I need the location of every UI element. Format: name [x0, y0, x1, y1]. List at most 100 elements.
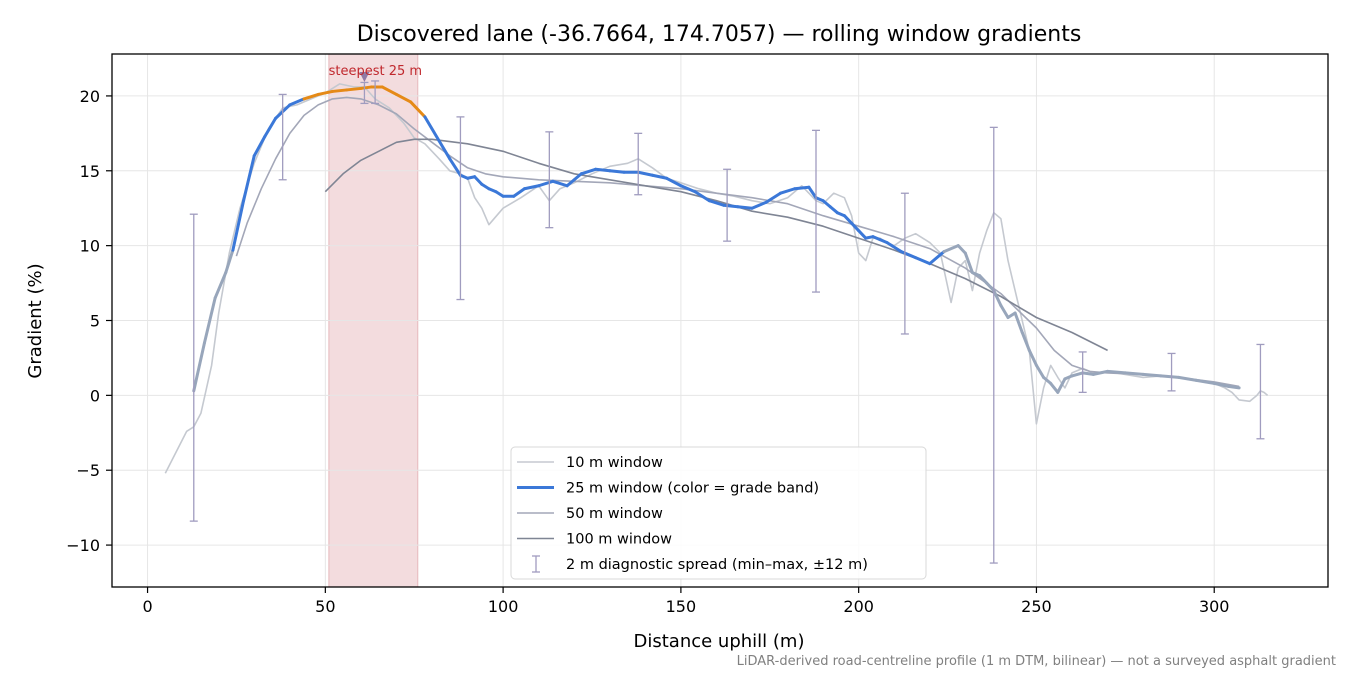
series-25m-segment: [778, 187, 797, 195]
series-10m-line: [164, 83, 1269, 474]
errorbar: [1167, 352, 1176, 392]
series-25m-segment: [288, 97, 306, 107]
series-25m-segment: [330, 88, 349, 93]
series-25m-segment: [985, 281, 996, 293]
series-25m-segment: [807, 185, 818, 200]
series-25m-segment: [1049, 381, 1060, 394]
series-25m-segment: [1212, 381, 1230, 388]
errorbar: [723, 168, 732, 242]
y-tick-label: 20: [80, 87, 100, 106]
series-25m-segment: [1123, 371, 1145, 376]
series-25m-segment: [565, 172, 583, 188]
legend-item: 10 m window: [517, 455, 663, 471]
series-25m-segment: [380, 85, 398, 96]
series-25m-segment: [857, 229, 868, 240]
series-25m-segment: [202, 296, 217, 345]
plot-area: steepest 25 m: [111, 53, 1329, 588]
series-100m-line: [324, 138, 1108, 352]
series-25m-segment: [978, 274, 989, 285]
errorbar: [1078, 351, 1087, 394]
series-25m-segment: [992, 289, 1003, 308]
series-25m-segment: [1081, 371, 1095, 376]
legend-item: 50 m window: [517, 506, 663, 522]
series-25m-segment: [437, 139, 452, 161]
y-tick-label: 0: [90, 386, 100, 405]
x-tick-label: 250: [1021, 597, 1052, 616]
series-50m-line: [235, 96, 1240, 388]
series-25m-segment: [914, 256, 932, 266]
errorbar: [360, 81, 369, 105]
series-25m-segment: [537, 179, 555, 188]
series-25m-segment: [1141, 372, 1163, 378]
errorbar: [1256, 343, 1265, 440]
series-25m-segment: [1194, 378, 1216, 385]
y-axis: −10 −5 0 5 10 15 20: [66, 87, 112, 555]
legend-label: 10 m window: [566, 455, 663, 471]
x-tick-label: 100: [488, 597, 519, 616]
y-tick-label: −10: [66, 536, 100, 555]
series-25m-segment: [793, 185, 811, 191]
x-tick-label: 150: [666, 597, 697, 616]
series-25m-segment: [1159, 374, 1181, 379]
series-25m-segment: [828, 205, 839, 215]
series-25m-segment: [928, 250, 946, 266]
series-25m-segment: [359, 85, 374, 90]
series-25m-segment: [252, 134, 267, 158]
series-25m-segment: [594, 167, 612, 173]
x-axis-label: Distance uphill (m): [634, 631, 805, 652]
series-25m-segment: [764, 191, 782, 204]
series-25m-segment: [821, 199, 832, 209]
series-25m-segment: [842, 214, 854, 225]
errorbar: [812, 129, 820, 293]
legend-label: 25 m window (color = grade band): [566, 481, 819, 497]
legend-item: 100 m window: [517, 532, 672, 548]
series-25m-segment: [1013, 311, 1024, 334]
series-25m-segment: [707, 199, 726, 207]
errorbar: [371, 80, 380, 105]
series-25m-segment: [750, 200, 768, 210]
series-layer: [164, 83, 1269, 474]
y-tick-label: −5: [76, 461, 100, 480]
series-25m-segment: [302, 92, 320, 101]
series-25m-segment: [693, 190, 711, 203]
series-25m-segment: [963, 251, 974, 275]
series-25m-segment: [242, 154, 256, 203]
series-25m-segment: [1034, 363, 1046, 379]
series-25m-segment: [409, 100, 427, 119]
legend-item: 2 m diagnostic spread (min–max, ±12 m): [532, 555, 868, 573]
y-axis-label: Gradient (%): [25, 263, 46, 378]
series-25m-segment: [679, 184, 697, 194]
legend: 10 m window 25 m window (color = grade ba…: [510, 446, 927, 580]
legend-label: 50 m window: [566, 506, 663, 522]
series-25m-segment: [608, 169, 626, 174]
series-25m-segment: [665, 176, 683, 188]
errorbar-layer: [189, 80, 1265, 564]
series-25m-segment: [394, 92, 413, 104]
series-25m-segment: [1226, 384, 1241, 390]
series-25m-segment: [1042, 375, 1053, 385]
series-25m-segment: [899, 250, 918, 260]
series-25m-segment: [1056, 377, 1067, 394]
series-25m-segment: [636, 170, 654, 177]
series-25m-segment: [1027, 348, 1038, 367]
series-25m-segment: [722, 203, 740, 209]
errorbar: [989, 126, 998, 564]
series-25m-segment: [1091, 369, 1110, 376]
series-25m-segment: [1070, 371, 1085, 378]
series-25m-segment: [942, 244, 960, 254]
y-tick-label: 10: [80, 237, 100, 256]
series-25m-segment: [522, 184, 541, 191]
series-25m-segment: [999, 304, 1010, 320]
series-25m-segment: [736, 205, 754, 210]
y-tick-label: 5: [90, 312, 100, 331]
errorbar: [456, 116, 465, 301]
errorbar: [189, 213, 198, 522]
errorbar: [278, 93, 287, 181]
series-25m-segment: [473, 175, 484, 186]
series-25m-segment: [224, 248, 235, 275]
series-25m-segment: [650, 173, 669, 180]
x-tick-label: 50: [315, 597, 335, 616]
series-25m-segment: [423, 115, 441, 143]
chart-caption: LiDAR-derived road-centreline profile (1…: [737, 654, 1336, 669]
